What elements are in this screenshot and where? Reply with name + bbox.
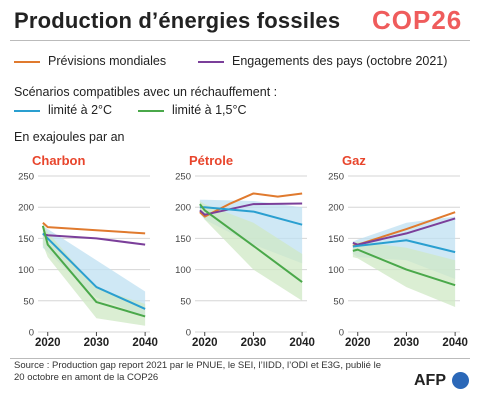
- panel-title: Charbon: [32, 153, 86, 168]
- legend-label-limite2: limité à 2°C: [48, 103, 113, 117]
- band-limite-a-1-5-c: [42, 222, 146, 326]
- y-tick-label: 0: [339, 328, 344, 339]
- panel-title: Pétrole: [189, 153, 233, 168]
- legend-swatch-engagements: [198, 60, 224, 63]
- y-tick-label: 200: [18, 203, 34, 214]
- series-limite-a-1-5-c: [41, 225, 146, 318]
- y-tick-label: 150: [175, 234, 191, 245]
- legend-label-previsions: Prévisions mondiales: [48, 54, 167, 68]
- y-tick-label: 50: [180, 296, 191, 307]
- scenario-title: Scénarios compatibles avec un réchauffem…: [14, 85, 278, 99]
- y-tick-label: 0: [186, 328, 191, 339]
- x-tick-label: 2040: [442, 337, 468, 349]
- unit-label: En exajoules par an: [14, 130, 125, 144]
- legend-item-engagements: Engagements des pays (octobre 2021): [198, 54, 447, 68]
- legend-item-limite2: limité à 2°C: [14, 103, 112, 117]
- x-tick-label: 2040: [289, 337, 315, 349]
- band-limite-a-2-c: [42, 225, 146, 317]
- legend-item-limite15: limité à 1,5°C: [138, 103, 246, 117]
- y-tick-label: 50: [333, 296, 344, 307]
- legend-swatch-limite2: [14, 109, 40, 112]
- panel-petrole: Pétrole 0 50 100 150 200 250 2020 2030 2040: [175, 153, 315, 349]
- source-text: Source : Production gap report 2021 par …: [14, 360, 381, 383]
- panel-title: Gaz: [342, 153, 366, 168]
- x-tick-label: 2030: [241, 337, 267, 349]
- y-tick-label: 100: [18, 265, 34, 276]
- y-tick-label: 250: [175, 172, 191, 183]
- series-previsions-mondiales: [199, 192, 303, 218]
- x-tick-label: 2030: [84, 337, 110, 349]
- y-tick-label: 0: [29, 328, 34, 339]
- x-tick-label: 2030: [394, 337, 420, 349]
- y-tick-label: 150: [328, 234, 344, 245]
- legend-label-limite15: limité à 1,5°C: [172, 103, 247, 117]
- series-previsions-mondiales: [42, 222, 146, 235]
- y-tick-label: 100: [175, 265, 191, 276]
- y-tick-label: 250: [328, 172, 344, 183]
- legend-label-engagements: Engagements des pays (octobre 2021): [232, 54, 448, 68]
- y-tick-label: 100: [328, 265, 344, 276]
- x-tick-label: 2040: [132, 337, 158, 349]
- footer-divider: [10, 358, 470, 359]
- afp-logo: AFP: [414, 372, 446, 389]
- series-engagements-des-pays-octobre-2021: [352, 217, 456, 246]
- y-tick-label: 50: [23, 296, 34, 307]
- y-tick-label: 200: [175, 203, 191, 214]
- cop26-logo: COP26: [372, 5, 463, 35]
- series-limite-a-1-5-c: [352, 248, 456, 287]
- series-limite-a-2-c: [352, 239, 456, 254]
- page-title: Production d’énergies fossiles: [14, 8, 341, 33]
- legend-swatch-previsions: [14, 60, 40, 63]
- y-tick-label: 200: [328, 203, 344, 214]
- series-limite-a-1-5-c: [199, 203, 303, 283]
- legend-swatch-limite15: [138, 109, 164, 112]
- y-tick-label: 250: [18, 172, 34, 183]
- header-divider: [10, 40, 470, 41]
- x-tick-label: 2020: [345, 337, 371, 349]
- afp-logo-dot: [452, 372, 469, 389]
- x-tick-label: 2020: [192, 337, 218, 349]
- legend-item-previsions: Prévisions mondiales: [14, 54, 166, 68]
- y-tick-label: 150: [18, 234, 34, 245]
- x-tick-label: 2020: [35, 337, 61, 349]
- panel-gaz: Gaz 0 50 100 150 200 250 2020 2030 2040: [328, 153, 468, 349]
- panel-charbon: Charbon 0 50 100 150 200 250 2020 2030 2040: [18, 153, 158, 349]
